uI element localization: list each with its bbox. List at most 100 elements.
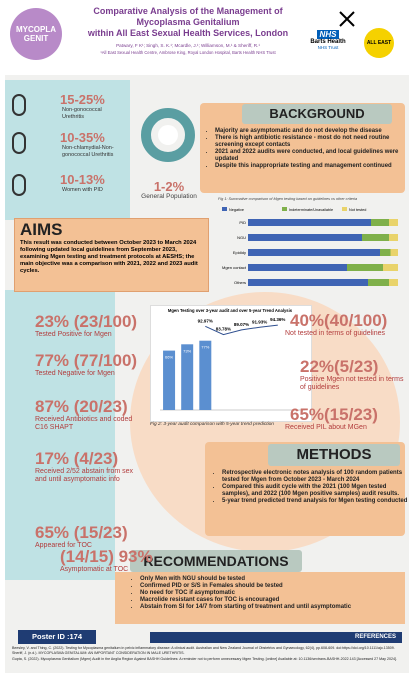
bullet: Confirmed PID or S/S in Females should b… xyxy=(140,583,410,590)
result-label: Appeared for TOC xyxy=(35,542,92,549)
result-value: 65% (15/23) xyxy=(35,523,128,542)
trust-name: Barts Health xyxy=(310,39,346,45)
result-label: Received PIL about MGen xyxy=(285,424,367,431)
aims-text: This result was conducted between Octobe… xyxy=(20,240,198,274)
general-value: 1-2% xyxy=(153,179,185,194)
icon xyxy=(12,132,26,154)
bullet: 2021 and 2022 audits were conducted, and… xyxy=(215,149,410,163)
bullet: Despite this inappropriate testing and m… xyxy=(215,163,410,170)
legend-swatch xyxy=(222,207,227,211)
fig2-caption: Fig 2: 3-year audit comparison with 5-ye… xyxy=(150,422,274,427)
bar-segment xyxy=(389,219,398,226)
background-list: Majority are asymptomatic and do not dev… xyxy=(205,128,410,170)
bar-segment xyxy=(389,234,398,241)
general-label: General Population xyxy=(141,193,197,200)
legend-label: Indeterminate/Unavailable xyxy=(289,208,333,212)
title-line: Comparative Analysis of the Management o… xyxy=(93,6,283,16)
result-value: 65%(15/23) xyxy=(290,405,378,424)
references: Beesley, V. and Thing, C. (2022). Testin… xyxy=(12,646,406,662)
row-label: Epididy xyxy=(233,250,246,255)
title: Comparative Analysis of the Management o… xyxy=(68,6,308,39)
trend-line xyxy=(205,324,278,336)
bullet: Retrospective electronic notes analysis … xyxy=(222,470,410,484)
bullet: Macrolide resistant cases for TOC is enc… xyxy=(140,597,410,604)
affiliation: ¹All East Sexual Health Centre, Ambrose … xyxy=(100,50,276,55)
result-value: 23% (23/100) xyxy=(35,312,138,331)
bullet: Compared this audit cycle with the 2021 … xyxy=(222,484,410,498)
line-label: 89.07% xyxy=(234,322,249,327)
legend-swatch xyxy=(282,207,287,211)
bar-segment xyxy=(380,249,391,256)
fig1: Negative Indeterminate/Unavailable Not tes… xyxy=(222,207,398,286)
line-label: 83.78% xyxy=(216,327,231,332)
bar-segment xyxy=(248,219,371,226)
result-value: 40%(40/100) xyxy=(290,311,388,330)
authors: Patwary, F K¹; Singh, S. K.¹; Mcardle, J… xyxy=(116,43,260,48)
title-line: Mycoplasma Genitalium xyxy=(136,17,240,27)
methods-list: Retrospective electronic notes analysis … xyxy=(212,470,410,505)
result-value: (14/15) 93% xyxy=(60,547,153,566)
result-value: 87% (20/23) xyxy=(35,397,128,416)
result-value: 22%(5/23) xyxy=(300,357,379,376)
recommendations-list: Only Men with NGU should be testedConfir… xyxy=(130,576,410,611)
bar-segment xyxy=(390,249,398,256)
bar xyxy=(163,350,176,410)
logo-left: MYCOPLA GENIT xyxy=(10,8,62,60)
poster-id: Poster ID :174 xyxy=(18,630,96,644)
legend-label: Negative xyxy=(229,208,244,212)
prevalence-value: 10-13% xyxy=(60,172,105,187)
bullet: Only Men with NGU should be tested xyxy=(140,576,410,583)
line-label: 91.93% xyxy=(252,319,267,324)
bar-segment xyxy=(347,264,383,271)
reference: Beesley, V. and Thing, C. (2022). Testin… xyxy=(12,646,395,650)
bullet: No need for TOC if asymptomatic xyxy=(140,590,410,597)
row-label: Others xyxy=(234,280,246,285)
nhs-logo: NHS Barts Health NHS Trust xyxy=(305,30,351,50)
legend-label: Not tested xyxy=(349,208,366,212)
logo-right: ALL EAST xyxy=(364,28,394,58)
aims-box xyxy=(14,218,209,292)
references-title: REFERENCES xyxy=(150,632,402,643)
aims-title: AIMS xyxy=(20,220,63,239)
recommendations-box xyxy=(115,572,405,624)
line-label: 94.36% xyxy=(270,317,285,322)
bar-label: 66% xyxy=(165,355,173,360)
bullet: 5-year trend predicted trend analysis fo… xyxy=(222,498,410,505)
prevalence-label: Non-gonococcal Urethritis xyxy=(62,107,102,120)
bar-segment xyxy=(248,249,380,256)
bar-segment xyxy=(248,279,368,286)
legend-swatch xyxy=(342,207,347,211)
bar-segment xyxy=(371,219,389,226)
bar-segment xyxy=(389,279,398,286)
result-value: 17% (4/23) xyxy=(35,449,119,468)
fig1-caption: Fig 1: Summative comparison of Mgen test… xyxy=(218,197,358,201)
result-label: Not tested in terms of guidelines xyxy=(285,330,385,337)
prevalence-label: Women with PID xyxy=(62,187,103,193)
result-label: Positive Mgen not tested in terms of gui… xyxy=(300,376,404,391)
left-band xyxy=(5,290,115,580)
bar-segment xyxy=(248,264,347,271)
result-label: Tested Negative for Mgen xyxy=(35,370,115,377)
bar-segment xyxy=(368,279,389,286)
bullet: Majority are asymptomatic and do not dev… xyxy=(215,128,410,135)
result-label: Asymptomatic at TOC xyxy=(60,566,129,573)
result-label: Received Antibiotics and coded C16 SHAPT xyxy=(35,416,133,431)
bar-segment xyxy=(383,264,398,271)
trust-sub: NHS Trust xyxy=(317,45,339,50)
bar-label: 77% xyxy=(201,345,209,350)
bullet: There is high antibiotic resistance - mo… xyxy=(215,135,410,149)
nhs: NHS xyxy=(317,30,339,39)
bar-label: 73% xyxy=(183,348,191,353)
bar-segment xyxy=(362,234,389,241)
prevalence-value: 15-25% xyxy=(60,92,105,107)
reference: Gupta, S. (2022). Mycoplasma Genitalium … xyxy=(12,656,397,661)
prevalence-label: Non-chlamydial-Non-gonococcal Urethritis xyxy=(62,145,114,158)
result-value: 77% (77/100) xyxy=(35,351,138,370)
bullet: Abstain from SI for 14/7 from starting o… xyxy=(140,604,410,611)
result-label: Tested Positive for Mgen xyxy=(35,331,112,338)
prevalence-value: 10-35% xyxy=(60,130,105,145)
fig2-frame xyxy=(150,305,312,422)
close-icon[interactable] xyxy=(338,10,356,28)
bar xyxy=(199,340,212,410)
